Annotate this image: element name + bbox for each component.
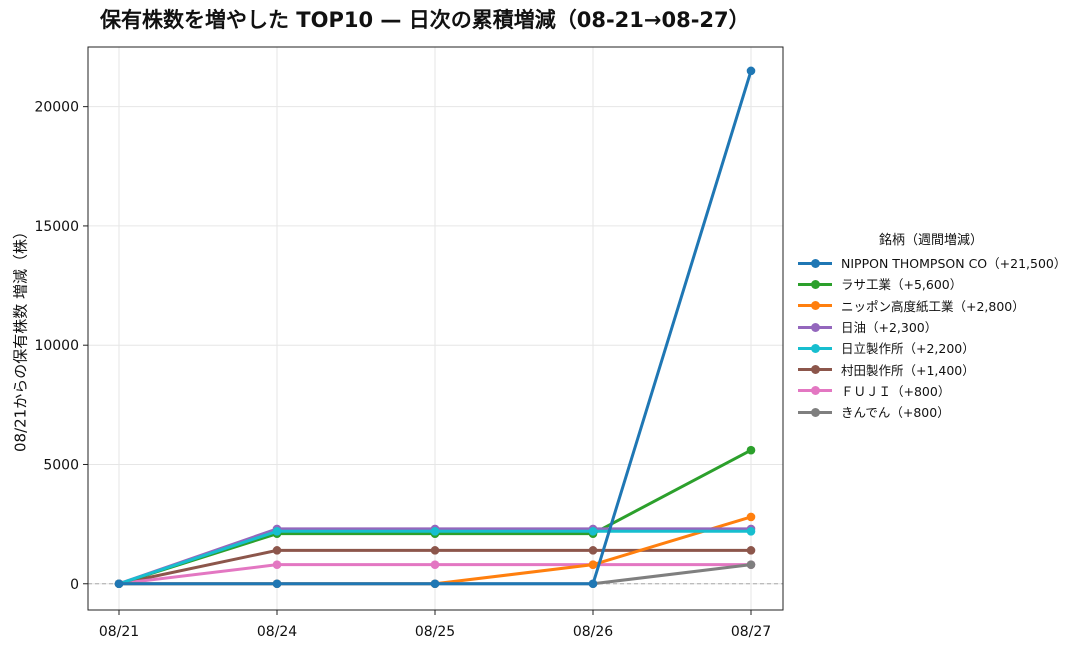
y-tick-label-0: 0 bbox=[70, 577, 79, 593]
legend-title: 銘柄（週間増減） bbox=[878, 233, 983, 248]
series-point-5-4 bbox=[746, 526, 756, 536]
series-point-0-3 bbox=[588, 546, 598, 555]
y-tick-label-3: 15000 bbox=[34, 219, 79, 235]
legend-swatch bbox=[798, 363, 832, 375]
legend-swatch bbox=[798, 278, 832, 290]
legend-label: きんでん（+800） bbox=[841, 405, 950, 421]
x-tick-label-1: 08/24 bbox=[257, 624, 297, 640]
series-point-1-2 bbox=[430, 560, 440, 569]
legend-swatch bbox=[798, 384, 832, 396]
legend-item-7: きんでん（+800） bbox=[798, 401, 1078, 422]
legend-label: 日立製作所（+2,200） bbox=[841, 341, 975, 357]
legend-item-5: 村田製作所（+1,400） bbox=[798, 358, 1078, 379]
x-tick-label-4: 08/27 bbox=[731, 624, 771, 640]
series-point-5-3 bbox=[588, 526, 598, 536]
series-point-5-1 bbox=[272, 526, 282, 536]
legend-swatch bbox=[798, 299, 832, 311]
legend-item-3: 日油（+2,300） bbox=[798, 316, 1078, 337]
series-point-0-1 bbox=[272, 546, 282, 555]
legend-label: ニッポン高度紙工業（+2,800） bbox=[841, 298, 1025, 314]
legend-item-2: ニッポン高度紙工業（+2,800） bbox=[798, 295, 1078, 316]
series-point-6-4 bbox=[746, 560, 756, 569]
series-point-2-4 bbox=[746, 445, 756, 455]
legend-label: ラサ工業（+5,600） bbox=[841, 277, 963, 293]
legend-label: 村田製作所（+1,400） bbox=[841, 362, 975, 378]
series-point-7-1 bbox=[272, 579, 282, 589]
y-tick-label-2: 10000 bbox=[34, 338, 79, 354]
series-lines bbox=[114, 66, 756, 589]
legend-item-6: ＦＵＪＩ（+800） bbox=[798, 380, 1078, 401]
legend-item-4: 日立製作所（+2,200） bbox=[798, 337, 1078, 358]
y-tick-label-4: 20000 bbox=[34, 100, 79, 116]
series-point-7-3 bbox=[588, 579, 598, 589]
series-point-7-0 bbox=[114, 579, 124, 589]
legend-label: 日油（+2,300） bbox=[841, 320, 938, 336]
series-point-3-3 bbox=[588, 560, 598, 569]
series-point-7-4 bbox=[746, 66, 756, 76]
series-point-0-4 bbox=[746, 546, 756, 555]
legend-label: ＦＵＪＩ（+800） bbox=[841, 383, 951, 399]
legend: 銘柄（週間増減） NIPPON THOMPSON CO（+21,500） ラサ工業… bbox=[798, 230, 1078, 422]
legend-item-0: NIPPON THOMPSON CO（+21,500） bbox=[798, 252, 1078, 273]
legend-swatch bbox=[798, 342, 832, 354]
legend-items: NIPPON THOMPSON CO（+21,500） ラサ工業（+5,600） ニ… bbox=[798, 252, 1078, 422]
series-point-7-2 bbox=[430, 579, 440, 589]
chart-title: 保有株数を増やした TOP10 — 日次の累積増減（08-21→08-27） bbox=[100, 8, 750, 32]
x-tick-label-2: 08/25 bbox=[415, 624, 455, 640]
y-tick-label-1: 5000 bbox=[43, 457, 79, 473]
series-point-5-2 bbox=[430, 526, 440, 536]
legend-swatch bbox=[798, 257, 832, 269]
legend-label: NIPPON THOMPSON CO（+21,500） bbox=[841, 256, 1067, 272]
series-point-3-4 bbox=[746, 512, 756, 522]
legend-item-1: ラサ工業（+5,600） bbox=[798, 273, 1078, 294]
series-point-0-2 bbox=[430, 546, 440, 555]
x-tick-label-0: 08/21 bbox=[99, 624, 139, 640]
axis-ticks: 08/21 08/24 08/25 08/26 08/27 0 5000 10000 15000… bbox=[34, 100, 771, 640]
legend-swatch bbox=[798, 406, 832, 418]
x-tick-label-3: 08/26 bbox=[573, 624, 613, 640]
series-point-1-1 bbox=[272, 560, 282, 569]
legend-swatch bbox=[798, 321, 832, 333]
